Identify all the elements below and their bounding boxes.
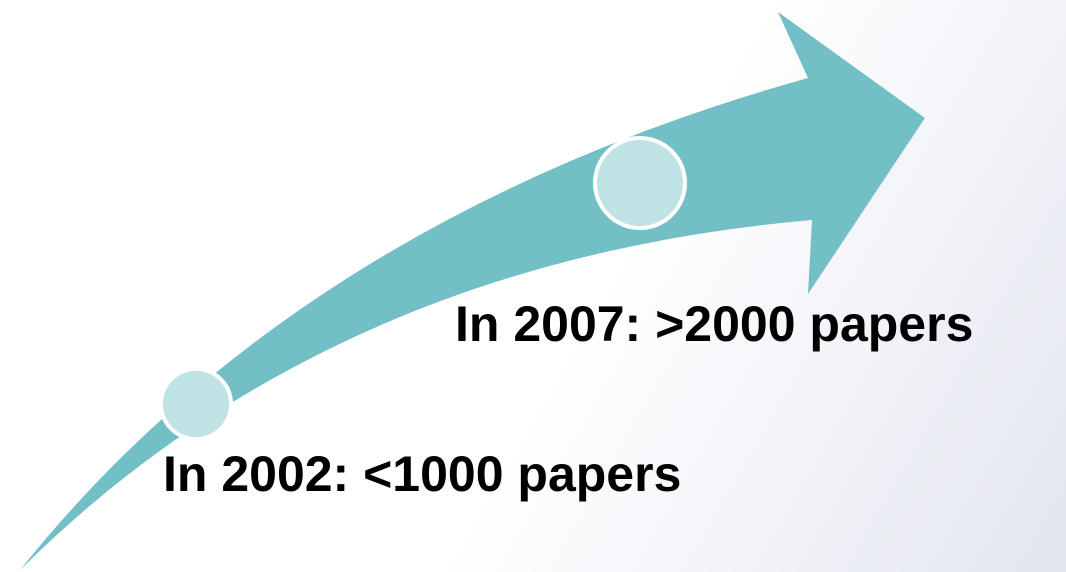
growth-arrow xyxy=(20,12,925,570)
milestone-label-2007: In 2007: >2000 papers xyxy=(455,296,974,352)
milestone-label-2002: In 2002: <1000 papers xyxy=(163,446,682,502)
milestone-marker-2007 xyxy=(593,136,687,230)
milestone-marker-2002 xyxy=(159,367,233,441)
